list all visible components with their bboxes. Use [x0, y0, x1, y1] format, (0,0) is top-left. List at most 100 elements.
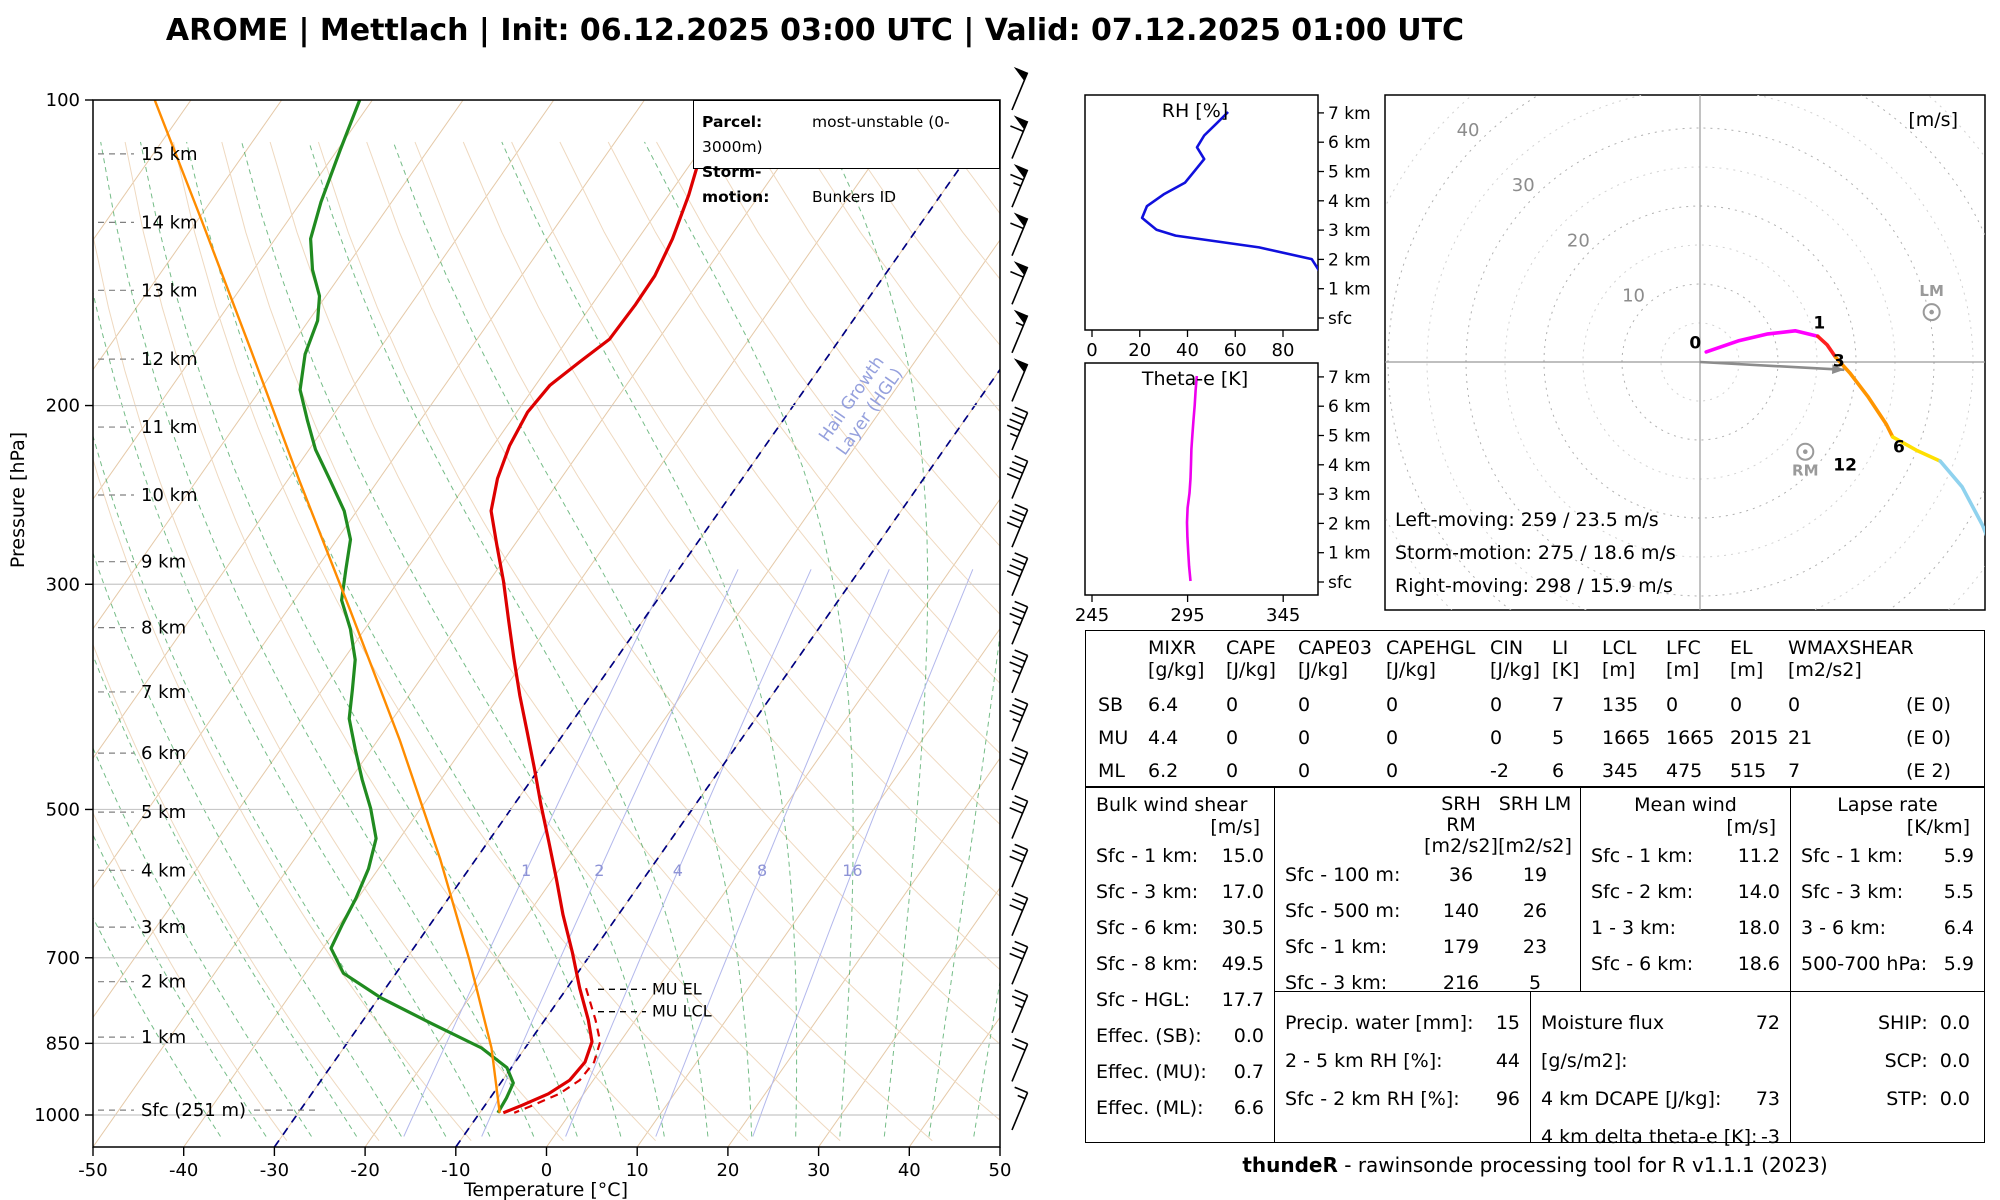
lapse-rate-label: Sfc - 3 km:: [1801, 881, 1904, 903]
indices-cell: 0: [1490, 694, 1503, 716]
dry-adiabat-line: [462, 141, 1000, 898]
height-marker-label: 15 km: [141, 144, 198, 165]
srh-box: SRH RM SRH LM [m2/s2] [m2/s2] Sfc - 100 …: [1274, 787, 1581, 994]
moisture-flux-value: -3: [1761, 1126, 1780, 1148]
rh-panel: 0 20 40 60 80 7 km 6 km 5 km 4 km 3 km 2 km 1 km sfc: [1084, 94, 1371, 361]
wind-barb: [1006, 503, 1029, 548]
storm-motion-info: Left-moving: 259 / 23.5 m/s Storm-motion:…: [1395, 504, 1682, 603]
height-marker-label: 8 km: [141, 618, 186, 639]
rh-x-tick-label: 0: [1086, 340, 1097, 361]
srh-row-label: Sfc - 3 km:: [1285, 972, 1388, 994]
moist-adiabat-line: [241, 141, 665, 1137]
legend-storm-row: Storm-motion: Bunkers ID: [702, 160, 991, 210]
indices-cell: 0: [1226, 727, 1239, 749]
rh-height-label: 3 km: [1328, 221, 1371, 241]
indices-cell: 21: [1788, 727, 1813, 749]
composite-label: SCP:: [1884, 1050, 1928, 1072]
mixing-ratio-label: 8: [757, 861, 767, 880]
moisture-flux-value: 72: [1755, 1012, 1780, 1034]
indices-col-header: CAPE: [1226, 637, 1276, 659]
mean-wind-unit: [m/s]: [1726, 816, 1776, 838]
dry-adiabat-line: [511, 141, 1000, 826]
indices-cell: 0: [1666, 694, 1679, 716]
indices-cell: 1665: [1666, 727, 1715, 749]
wind-barb: [1011, 66, 1029, 111]
composite-value: 0.0: [1939, 1050, 1970, 1072]
moisture-flux-box: Moisture flux [g/s/m2]: 72 4 km DCAPE [J/k…: [1530, 991, 1791, 1148]
srh-rm-unit: [m2/s2]: [1424, 835, 1498, 857]
moisture-row: Sfc - 2 km RH [%]: 96: [1285, 1080, 1520, 1118]
rh-height-label: 5 km: [1328, 163, 1371, 183]
wind-barb-column: [1006, 66, 1029, 1131]
shear-row: Sfc - 1 km: 15.0: [1096, 838, 1264, 874]
indices-col-header: LFC: [1666, 637, 1701, 659]
hodo-level-label: 3: [1833, 352, 1845, 372]
hodo-level-label: 1: [1813, 313, 1825, 333]
temp-tick-label: -40: [169, 1160, 198, 1181]
mixing-ratio-line: [481, 569, 739, 1137]
wind-barb: [1009, 600, 1029, 645]
indices-cell: 475: [1666, 760, 1703, 782]
temp-tick-label: -50: [78, 1160, 107, 1181]
lapse-rate-value: 5.5: [1943, 881, 1974, 903]
thetae-curve: [1185, 375, 1199, 582]
shear-value: 30.5: [1221, 917, 1264, 939]
thetae-height-label: 3 km: [1328, 485, 1371, 505]
legend-storm-value: Bunkers ID: [812, 188, 897, 206]
shear-row: Sfc - 8 km: 49.5: [1096, 946, 1264, 982]
indices-corner: [1098, 637, 1148, 660]
indices-cell: 0: [1730, 694, 1743, 716]
indices-cell: 0: [1386, 760, 1399, 782]
wind-barb: [1011, 989, 1029, 1034]
legend-parcel-value: most-unstable (0-3000m): [702, 113, 950, 156]
indices-corner: [1906, 660, 1984, 681]
composite-indices-box: SHIP: 0.0 SCP: 0.0 STP: 0.0: [1790, 991, 1985, 1143]
thetae-panel: 245 295 345 7 km 6 km 5 km 4 km 3 km 2 km 1 km sfc: [1075, 362, 1371, 626]
hodo-level-label: 6: [1893, 437, 1905, 457]
wind-barb: [1009, 746, 1029, 791]
rh-x-tick-label: 80: [1272, 340, 1295, 361]
height-marker-label: 3 km: [141, 917, 186, 938]
thetae-panel-title: Theta-e [K]: [1141, 368, 1248, 390]
shear-label: Effec. (MU):: [1096, 1061, 1207, 1083]
moist-adiabat-line: [93, 434, 447, 1137]
rh-panel-title: RH [%]: [1162, 100, 1228, 122]
mean-wind-title: Mean wind: [1634, 794, 1737, 816]
thetae-height-label: 1 km: [1328, 544, 1371, 564]
bulk-wind-shear-box: Bulk wind shear [m/s] Sfc - 1 km: 15.0 Sfc…: [1085, 787, 1275, 1143]
left-moving-row: Left-moving: 259 / 23.5 m/s: [1395, 504, 1682, 537]
mixing-ratio-line: [565, 569, 812, 1137]
moist-adiabat-line: [308, 141, 709, 1137]
shear-label: Sfc - 1 km:: [1096, 845, 1199, 867]
pressure-tick-label: 1000: [34, 1105, 80, 1126]
srh-rm-value: 36: [1448, 864, 1474, 886]
lapse-rate-label: 500-700 hPa:: [1801, 953, 1928, 975]
isotherm-line: [546, 498, 1000, 1147]
parcel-level-label: MU EL: [652, 979, 702, 998]
rh-x-tick-label: 20: [1128, 340, 1151, 361]
indices-cell-effective: (E 0): [1906, 727, 1951, 749]
parcel_mu-curve: [153, 100, 501, 1113]
skewt-legend: Parcel: most-unstable (0-3000m) Storm-mot…: [693, 100, 1000, 206]
indices-cell-effective: (E 0): [1906, 694, 1951, 716]
hodograph-border: [1384, 94, 1986, 611]
hodo-segment-6-9km: [1890, 435, 1942, 463]
composite-label: STP:: [1886, 1088, 1928, 1110]
mean-wind-row: Sfc - 6 km: 18.6: [1591, 946, 1780, 982]
moist-adiabat-line: [93, 747, 312, 1137]
lapse-rate-value: 5.9: [1943, 845, 1974, 867]
hodo-level-label: 0: [1689, 334, 1701, 354]
isotherm-line: [93, 100, 464, 630]
shear-value: 6.6: [1233, 1097, 1264, 1119]
hodo-segment-3-6km: [1833, 355, 1895, 439]
srh-corner: [1285, 836, 1424, 857]
thetae-x-tick-label: 345: [1266, 605, 1300, 626]
pressure-tick-label: 200: [46, 396, 80, 417]
shear-label: Sfc - HGL:: [1096, 989, 1191, 1011]
height-marker-label: Sfc (251 m): [141, 1100, 246, 1121]
mean-wind-row: Sfc - 2 km: 14.0: [1591, 874, 1780, 910]
indices-cell: 6: [1552, 760, 1565, 782]
storm-motion-arrowhead: [1831, 364, 1845, 374]
srh-grid: SRH RM SRH LM [m2/s2] [m2/s2] Sfc - 100 …: [1285, 794, 1572, 1001]
temp-tick-label: -20: [350, 1160, 379, 1181]
